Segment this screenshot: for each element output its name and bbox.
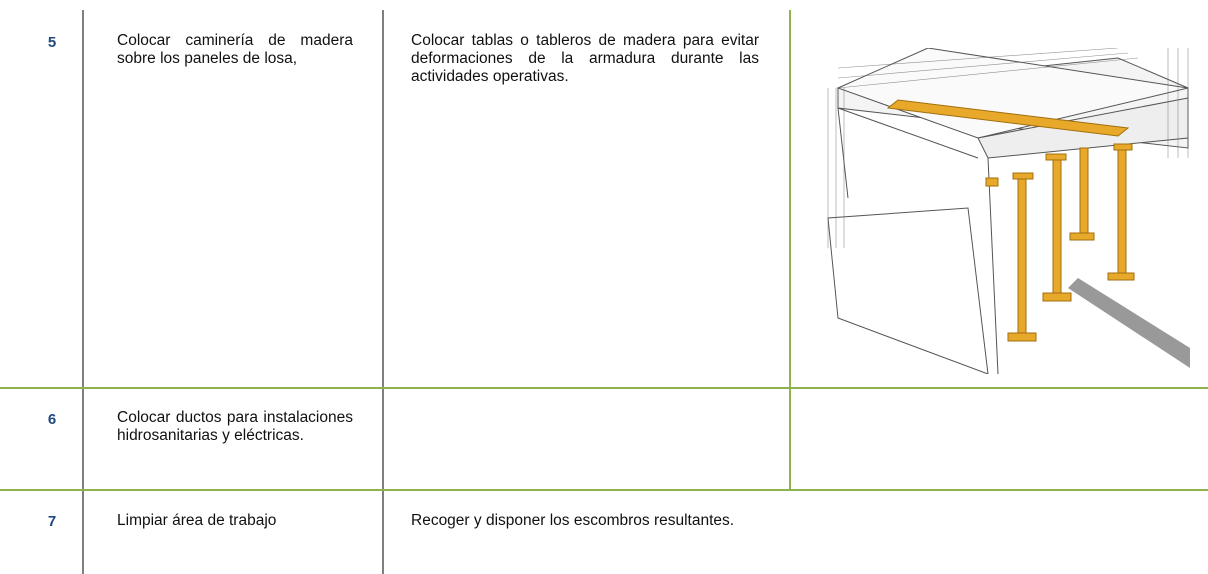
row-divider: [0, 489, 1208, 491]
step-text: Colocar caminería de madera sobre los pa…: [117, 32, 353, 67]
step-text: Limpiar área de trabajo: [117, 512, 277, 529]
column-divider: [82, 10, 84, 574]
column-divider: [382, 10, 384, 574]
step-text: Colocar ductos para instalaciones hidros…: [117, 409, 353, 444]
formwork-illustration: [827, 48, 1190, 374]
row-number: 5: [47, 34, 57, 51]
description-text: Recoger y disponer los escombros resulta…: [411, 512, 735, 529]
column-divider: [789, 10, 791, 490]
row-number: 6: [47, 411, 57, 428]
description-text: Colocar tablas o tableros de madera para…: [411, 32, 759, 85]
row-divider: [0, 387, 1208, 389]
row-number: 7: [47, 513, 57, 530]
